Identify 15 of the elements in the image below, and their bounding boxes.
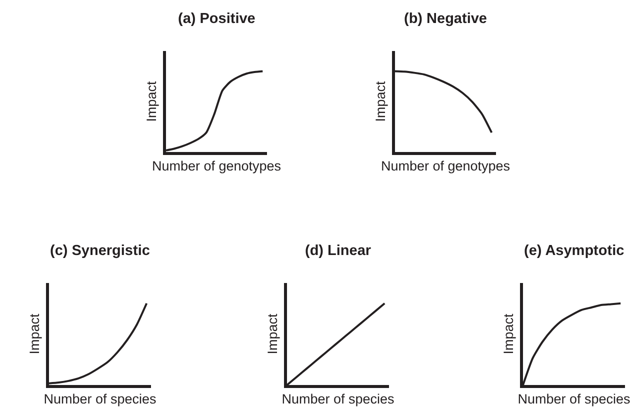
chart-title: (d) Linear [305,243,372,259]
y-axis-title: Impact [144,80,160,122]
chart-title: (c) Synergistic [50,243,150,259]
x-axis-title: Number of genotypes [380,158,510,174]
y-axis-title: Impact [373,80,388,122]
y-axis-title: Impact [265,313,280,354]
y-axis-title: Impact [27,313,42,354]
x-axis-title: Number of genotypes [152,158,282,174]
chart-title: (b) Negative [404,11,487,27]
chart-title: (e) Asymptotic [524,243,624,259]
x-axis-title: Number of species [282,392,395,407]
x-axis-title: Number of species [44,392,157,407]
chart-title: (a) Positive [178,11,256,27]
y-axis-title: Impact [501,313,516,354]
x-axis-title: Number of species [518,392,631,407]
